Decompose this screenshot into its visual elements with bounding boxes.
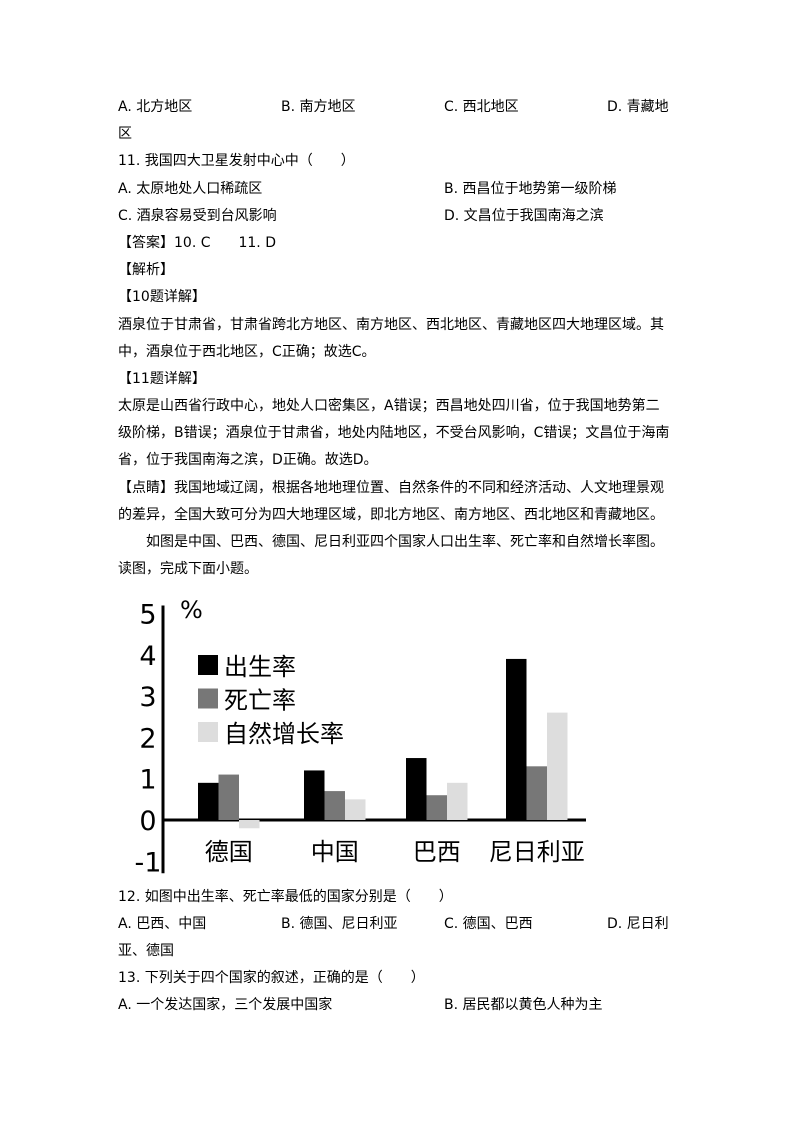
option-b[interactable]: B. 居民都以黄色人种为主 [444,997,603,1014]
bar-自然增长率 [447,782,468,820]
bar-自然增长率 [547,712,568,820]
option-d[interactable]: D. 青藏地区 [118,99,669,143]
legend-label: 自然增长率 [224,720,344,748]
option-c[interactable]: C. 西北地区 [444,99,519,115]
legend-label: 死亡率 [224,687,296,715]
option-d[interactable]: D. 文昌位于我国南海之滨 [444,207,604,224]
document-body: A. 北方地区 B. 南方地区 C. 西北地区 D. 青藏地区 11. 我国四大卫星发… [118,94,674,583]
tip-line: 【点睛】我国地域辽阔，根据各地地理位置、自然条件的不同和经济活动、人文地理景观 [118,479,664,496]
bar-出生率 [406,758,427,820]
option-a[interactable]: A. 巴西、中国 [118,916,207,933]
q11-detail-line: 太原是山西省行政中心，地处人口密集区，A错误；西昌地处四川省，位于我国地势第二 [118,398,660,415]
unit-label: % [180,596,203,624]
option-d[interactable]: D. 尼日利亚、德国 [118,916,669,960]
answer: 【答案】10. C 11. D [118,234,276,251]
option-a[interactable]: A. 一个发达国家，三个发展中国家 [118,997,333,1014]
category-label: 德国 [205,838,253,866]
intro-line: 读图，完成下面小题。 [118,561,258,578]
legend-swatch [198,655,218,675]
legend-label: 出生率 [224,653,296,681]
q11-detail-line: 级阶梯，B错误；酒泉位于甘肃省，地处内陆地区，不受台风影响，C错误；文昌位于海南 [118,425,670,442]
legend-swatch [198,722,218,742]
q11-detail-label: 【11题详解】 [118,370,206,387]
y-tick-label: 3 [139,682,156,713]
y-tick-label: 0 [139,806,156,837]
questions-12-13: 12. 如图中出生率、死亡率最低的国家分别是（ ） A. 巴西、中国 B. 德国、… [118,884,674,1020]
bar-死亡率 [324,791,345,820]
bar-出生率 [304,770,325,820]
option-b[interactable]: B. 德国、尼日利亚 [281,916,398,933]
bar-出生率 [198,782,219,820]
category-label: 中国 [311,838,359,866]
y-tick-label: 2 [139,723,156,754]
y-tick-label: 5 [139,600,156,631]
category-label: 尼日利亚 [489,838,585,866]
category-label: 巴西 [413,838,461,866]
bar-死亡率 [218,774,239,820]
q10-options: A. 北方地区 B. 南方地区 C. 西北地区 D. 青藏地区 [118,94,674,148]
tip-line: 的差异，全国大致可分为四大地理区域，即北方地区、南方地区、西北地区和青藏地区。 [118,506,664,523]
y-tick-label: -1 [135,847,162,878]
q10-detail-line: 中，酒泉位于西北地区，C正确；故选C。 [118,343,376,360]
option-b[interactable]: B. 南方地区 [281,99,356,115]
option-c[interactable]: C. 酒泉容易受到台风影响 [118,207,277,224]
q11-stem: 11. 我国四大卫星发射中心中（ ） [118,153,355,170]
bar-自然增长率 [239,820,260,829]
q10-detail-line: 酒泉位于甘肃省，甘肃省跨北方地区、南方地区、西北地区、青藏地区四大地理区域。其 [118,316,664,333]
q13-stem: 13. 下列关于四个国家的叙述，正确的是（ ） [118,970,425,987]
option-c[interactable]: C. 德国、巴西 [444,916,533,933]
option-a[interactable]: A. 太原地处人口稀疏区 [118,180,263,197]
legend-swatch [198,688,218,709]
y-tick-label: 1 [139,765,156,796]
q11-detail-line: 省，位于我国南海之滨，D正确。故选D。 [118,452,378,469]
q12-stem: 12. 如图中出生率、死亡率最低的国家分别是（ ） [118,889,453,905]
bar-自然增长率 [345,799,366,820]
bar-死亡率 [426,795,447,820]
bar-出生率 [506,658,527,820]
analysis-label: 【解析】 [118,262,174,279]
option-a[interactable]: A. 北方地区 [118,99,193,115]
y-tick-label: 4 [139,641,156,672]
q10-detail-label: 【10题详解】 [118,289,206,306]
bar-死亡率 [526,766,547,820]
option-b[interactable]: B. 西昌位于地势第一级阶梯 [444,180,617,197]
intro-line: 如图是中国、巴西、德国、尼日利亚四个国家人口出生率、死亡率和自然增长率图。 [146,534,664,551]
